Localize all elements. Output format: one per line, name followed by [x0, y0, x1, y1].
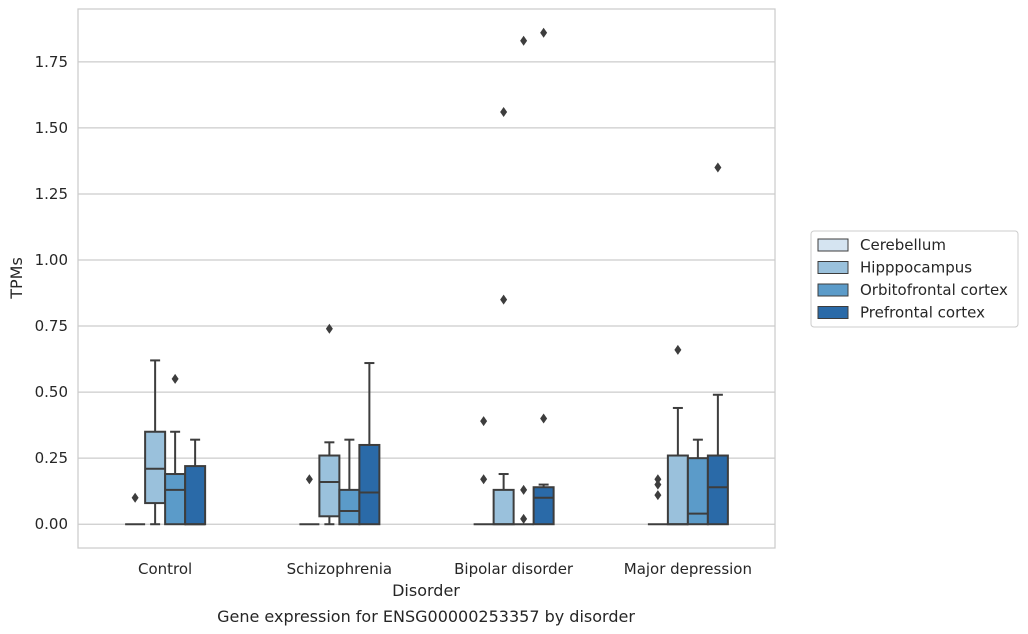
y-tick-label: 0.00 [35, 515, 68, 533]
x-tick-label: Control [138, 560, 192, 578]
box-cerebellum [473, 416, 494, 526]
y-tick-label: 0.25 [35, 449, 68, 467]
figure-caption: Gene expression for ENSG00000253357 by d… [217, 607, 635, 626]
x-tick-label: Bipolar disorder [454, 560, 574, 578]
y-tick-label: 1.00 [35, 251, 68, 269]
legend-swatch [817, 283, 849, 297]
box-prefrontal-cortex [706, 162, 729, 526]
outlier-point [540, 413, 548, 424]
box-cerebellum [299, 474, 320, 526]
outlier-point [520, 35, 528, 46]
box-cerebellum [125, 492, 146, 526]
box-prefrontal-cortex [184, 438, 207, 526]
box-prefrontal-cortex [358, 362, 381, 526]
legend-swatch [817, 261, 849, 274]
box-cerebellum [647, 474, 668, 526]
outlier-point [520, 484, 528, 495]
outlier-point [500, 107, 508, 118]
y-tick-label: 1.50 [35, 119, 68, 137]
outlier-point [500, 294, 508, 305]
legend-label: Hipppocampus [860, 259, 972, 277]
box-body [492, 488, 515, 526]
box-hipppocampus [666, 344, 689, 526]
box-orbitofrontal-cortex [513, 35, 534, 526]
box-orbitofrontal-cortex [338, 438, 361, 526]
box-body [666, 454, 689, 526]
box-body [358, 443, 381, 526]
box-body [706, 454, 729, 526]
legend-label: Cerebellum [860, 236, 946, 254]
x-tick-labels: Control Schizophrenia Bipolar disorder Majo… [138, 560, 752, 578]
y-axis-label: TPMs [7, 257, 26, 300]
box-body [532, 486, 555, 526]
legend-label: Orbitofrontal cortex [860, 281, 1008, 299]
outlier-point [654, 490, 662, 501]
box-hipppocampus [144, 359, 167, 526]
box-groups [125, 27, 729, 526]
plot-frame [77, 8, 776, 549]
y-tick-label: 0.75 [35, 317, 68, 335]
box-body [164, 473, 187, 526]
outlier-point [480, 416, 488, 427]
outlier-point [480, 474, 488, 485]
y-tick-labels: 0.00 0.25 0.50 0.75 1.00 1.25 1.50 1.75 [35, 53, 68, 533]
outlier-point [325, 323, 333, 334]
legend-label: Prefrontal cortex [860, 304, 985, 322]
legend-swatch [817, 306, 849, 319]
y-tick-label: 0.50 [35, 383, 68, 401]
y-tick-label: 1.25 [35, 185, 68, 203]
x-tick-label: Major depression [624, 560, 752, 578]
box-orbitofrontal-cortex [164, 373, 187, 526]
box-body [318, 454, 341, 518]
legend-frame [810, 230, 1019, 328]
outlier-point [540, 27, 548, 38]
x-tick-label: Schizophrenia [287, 560, 392, 578]
box-prefrontal-cortex [532, 27, 555, 526]
box-body [184, 465, 207, 526]
outlier-point [171, 373, 179, 384]
x-axis-label: Disorder [392, 581, 460, 600]
outlier-point [131, 492, 139, 503]
box-hipppocampus [318, 323, 341, 526]
outlier-point [654, 474, 662, 485]
legend-swatch [817, 238, 849, 252]
legend: Cerebellum Hipppocampus Orbitofrontal cort… [810, 230, 1019, 328]
outlier-point [305, 474, 313, 485]
outlier-point [520, 513, 528, 524]
box-body [144, 430, 167, 505]
box-hipppocampus [492, 107, 515, 526]
outlier-point [714, 162, 722, 173]
y-tick-label: 1.75 [35, 53, 68, 71]
outlier-point [654, 479, 662, 490]
outlier-point [674, 344, 682, 355]
box-body [338, 488, 361, 526]
